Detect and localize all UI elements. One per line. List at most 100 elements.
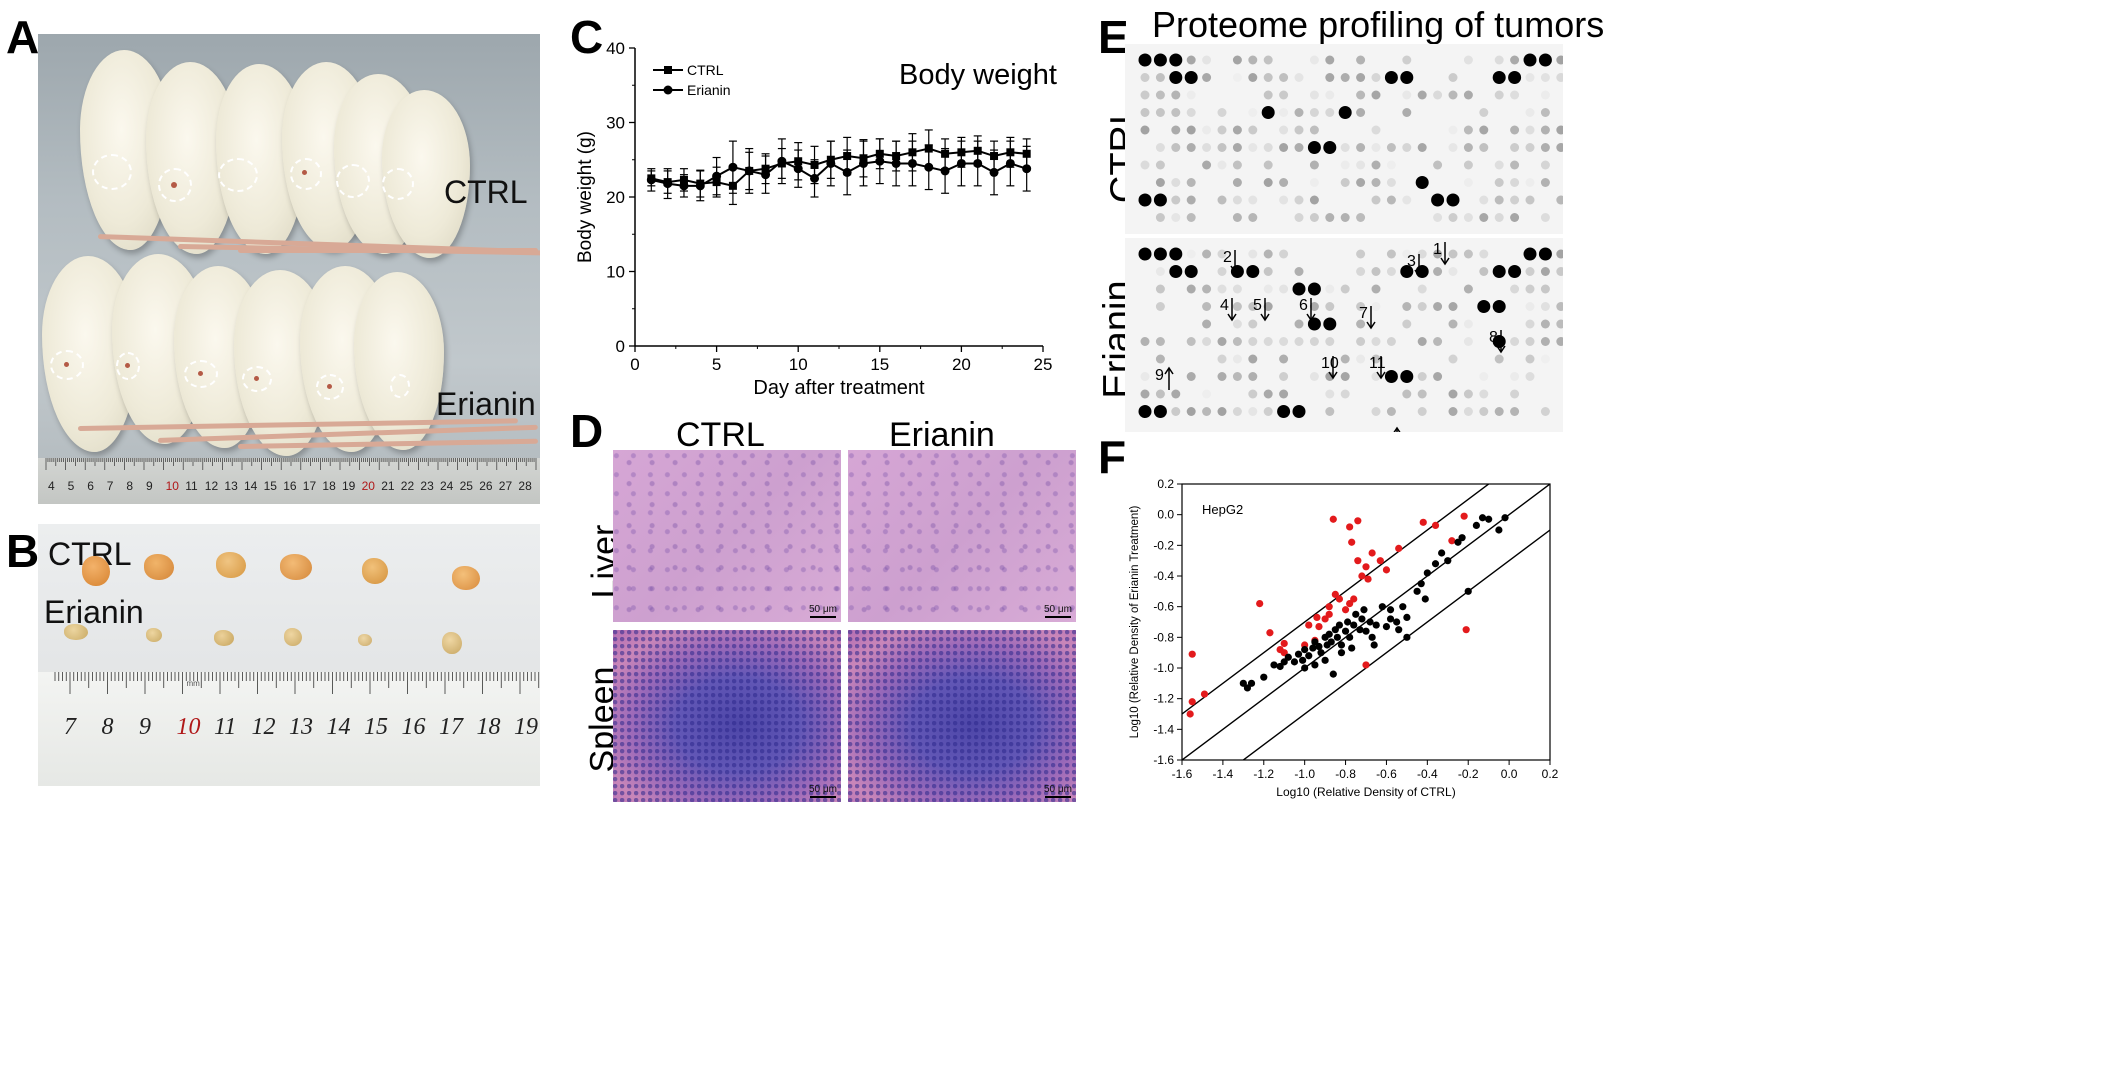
y-tick-label: -1.2 [1153,692,1174,706]
scatter-point-unchanged [1413,587,1421,595]
x-tick-label: 0 [630,355,639,374]
y-tick-label: 0.0 [1157,508,1174,522]
blot-spot [1325,90,1335,100]
scatter-point-changed [1368,549,1376,557]
blot-spot [1340,354,1350,364]
point-erianin [712,171,722,181]
tumor-circle [290,158,322,190]
blot-spot [1417,337,1427,346]
blot-spot [1448,354,1458,364]
ctrl-tumor-3 [216,552,246,578]
blot-spot [1217,143,1227,152]
blot-spot [1494,90,1504,100]
blot-spot [1402,195,1412,205]
blot-spot [1232,195,1242,205]
blot-spot [1186,195,1196,205]
blot-spot [1492,335,1506,348]
panel-f-label: F [1098,431,1127,483]
blot-spot [1171,178,1181,187]
tumor-circle [218,158,258,192]
blot-spot [1309,337,1319,346]
tumor-group-erianin: Erianin [44,594,144,630]
scatter-point-unchanged [1395,626,1403,634]
blot-spot [1325,55,1335,65]
blot-spot [1386,337,1396,346]
blot-spot [1402,143,1412,152]
spleen-erianin-image: 50 μm [848,630,1076,802]
blot-spot [1525,319,1535,329]
blot-spot [1294,125,1304,135]
blot-spot [1248,337,1258,346]
blot-spot [1294,267,1304,276]
blot-spot [1356,160,1366,170]
mice-photo: CTRL Erianin 4 5 6 7 8 9 10 11 12 13 14 15 16 17 18 19 2… [38,34,540,504]
tumor-circle [336,164,370,198]
blot-spot [1433,267,1443,276]
blot-spot [1479,108,1489,117]
blot-spot [1340,160,1350,170]
blot-spot [1294,108,1304,117]
blot-spot [1153,193,1167,207]
scatter-point-changed [1335,595,1344,603]
blot-spot [1155,178,1165,187]
blot-spot [1400,370,1414,383]
x-tick-label: 0.0 [1501,767,1518,781]
blot-spot [1232,73,1242,82]
blot-spot [1479,213,1489,222]
blot-spot [1525,195,1535,205]
blot-spot [1325,389,1335,399]
blot-spot [1232,302,1242,311]
scatter-point-unchanged [1346,633,1354,641]
scale-bar: 50 μm [1044,604,1072,618]
y-tick-label: 0 [616,337,625,356]
blot-spot [1186,55,1196,65]
blot-spot [1217,337,1227,346]
blot-spot [1479,372,1489,381]
blot-spot [1217,108,1227,117]
blot-spot [1186,90,1196,100]
blot-spot [1494,213,1504,222]
ruler-number: 22 [401,479,415,493]
point-erianin [1022,164,1032,174]
blot-spot [1232,55,1242,65]
blot-spot [1217,195,1227,205]
blot-spot [1479,195,1489,205]
ctrl-tumor-2 [144,554,174,580]
blot-spot [1371,407,1381,416]
legend-label: Erianin [687,82,731,98]
scatter-point-unchanged [1444,557,1452,565]
ruler-number: 13 [289,714,313,740]
blot-spot [1356,108,1366,117]
blot-spot [1232,284,1242,294]
blot-spot [1479,125,1489,135]
blot-spot [1217,372,1227,381]
blot-spot [1510,213,1520,222]
point-erianin [761,170,771,180]
blot-spot [1540,267,1550,276]
blot-spot [1169,53,1183,67]
blot-spot [1356,55,1366,65]
scatter-point-unchanged [1341,627,1350,635]
scatter-point-unchanged [1378,603,1386,611]
y-axis-label: Body weight (g) [575,131,596,263]
marker-arrowhead [1230,265,1240,274]
blot-spot [1294,213,1304,222]
blot-spot [1540,284,1550,294]
blot-title: Proteome profiling of tumors [1152,4,1605,45]
point-erianin [793,164,803,174]
blot-spot [1386,407,1396,416]
scatter-point-changed [1462,626,1470,634]
scatter-point-changed [1315,623,1323,631]
ruler-mm: mm 7 8 9 10 11 12 13 14 15 16 17 18 19 [38,672,540,786]
blot-spot [1556,73,1563,82]
blot-spot [1415,176,1429,189]
chart-annotation: HepG2 [1202,502,1243,517]
blot-spot [1325,284,1335,294]
ruler-number: 15 [364,714,388,740]
blot-spot [1325,372,1335,381]
blot-spot [1140,160,1150,170]
blot-spot [1525,372,1535,381]
blot-spot [1402,90,1412,100]
point-erianin [777,156,787,166]
blot-spot [1525,284,1535,294]
